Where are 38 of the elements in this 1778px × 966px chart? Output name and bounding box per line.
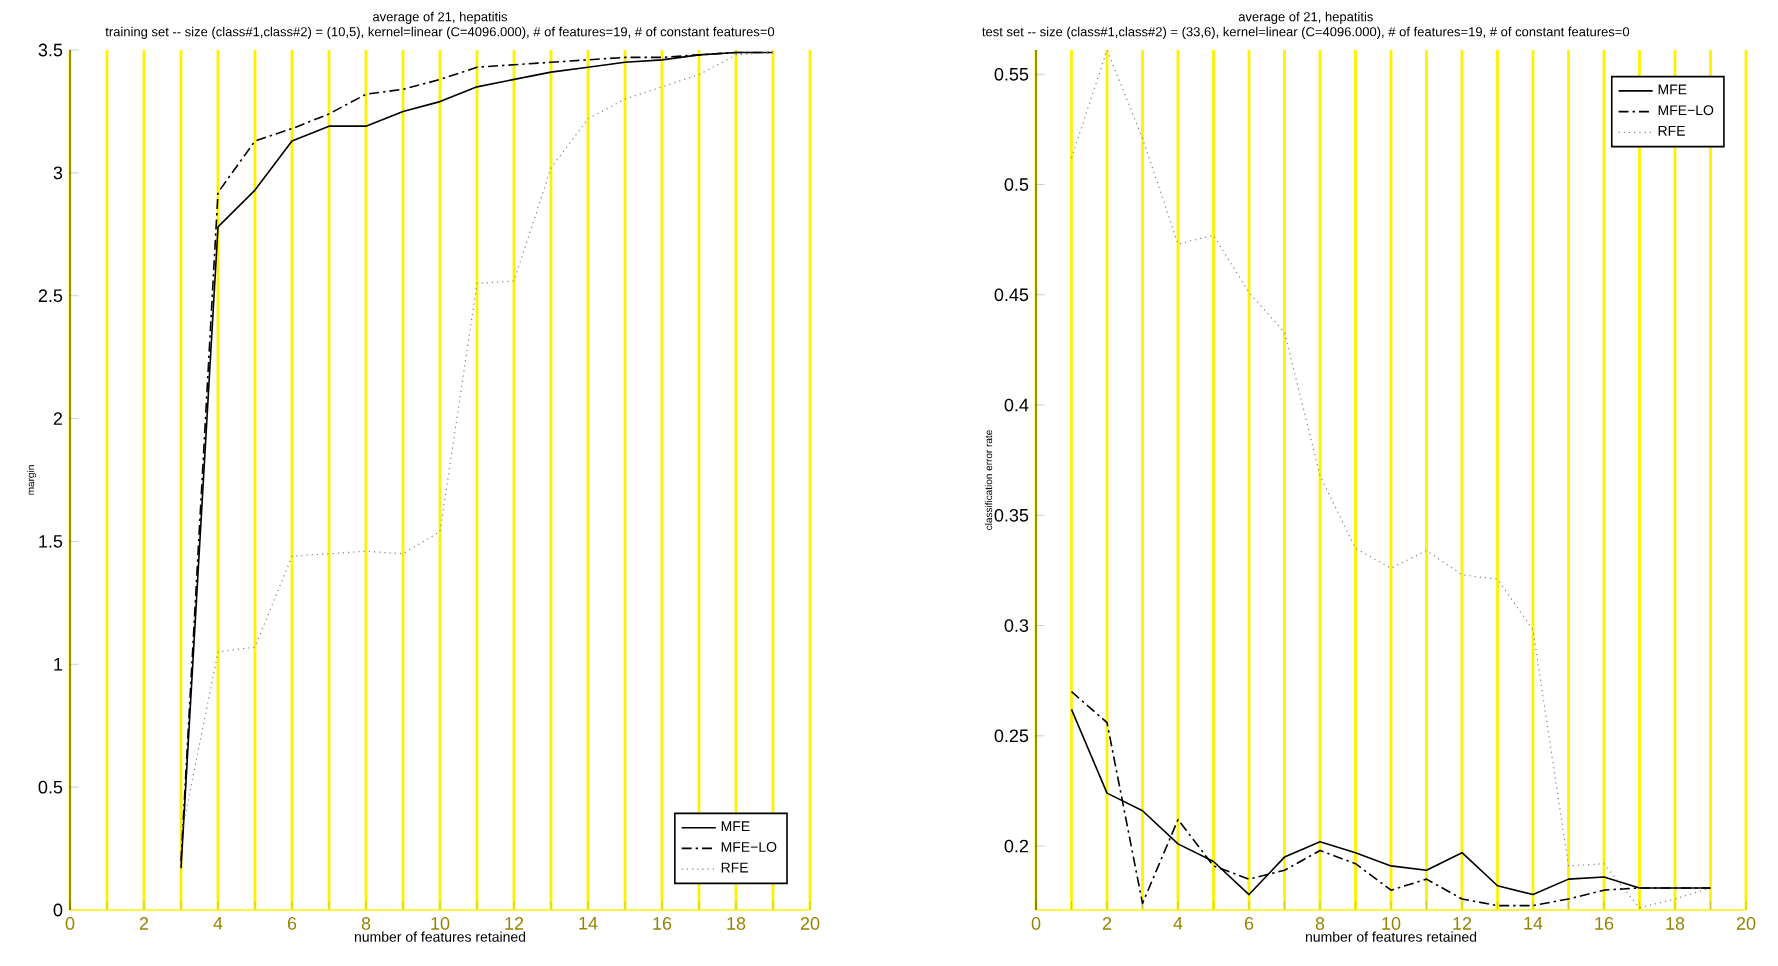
x-tick-label: 14 <box>1524 917 1543 930</box>
x-tick-label: 20 <box>800 917 820 930</box>
x-tick-label: 0 <box>1031 917 1041 930</box>
x-tick-label: 10 <box>431 917 450 930</box>
x-tick-label: 18 <box>727 917 746 930</box>
x-tick-label: 16 <box>1595 917 1614 930</box>
x-tick-label: 0 <box>65 917 75 930</box>
x-tick-label: 20 <box>1736 917 1756 930</box>
x-tick-label: 16 <box>653 917 672 930</box>
y-tick-label: 1 <box>54 658 63 671</box>
y-tick-label: 3.5 <box>38 43 63 57</box>
x-tick-label: 14 <box>579 917 598 930</box>
x-tick-label: 8 <box>361 917 371 930</box>
y-tick-label: 2 <box>53 412 63 425</box>
y-tick-label: 0.2 <box>1004 839 1029 853</box>
y-tick-label: 0.35 <box>994 508 1029 522</box>
y-tick-label: 0.55 <box>994 67 1029 81</box>
x-tick-label: 4 <box>213 917 223 930</box>
x-tick-label: 12 <box>1453 917 1472 930</box>
y-tick-label: 0.5 <box>1004 178 1029 191</box>
x-tick-label: 6 <box>287 917 297 930</box>
y-tick-label: 0.4 <box>1004 398 1029 412</box>
y-tick-label: 0.25 <box>994 729 1029 743</box>
y-tick-label: 0.3 <box>1004 619 1029 632</box>
x-tick-label: 2 <box>139 917 149 930</box>
y-tick-label: 1.5 <box>39 535 63 548</box>
y-tick-label: 2.5 <box>38 289 63 303</box>
x-tick-label: 10 <box>1382 917 1401 930</box>
x-tick-label: 6 <box>1244 917 1254 930</box>
x-tick-label: 8 <box>1315 917 1325 930</box>
y-tick-label: 0.45 <box>994 288 1029 302</box>
y-tick-label: 0 <box>53 903 63 917</box>
x-tick-label: 4 <box>1173 917 1183 930</box>
x-tick-label: 2 <box>1102 917 1112 930</box>
x-tick-label: 12 <box>505 917 524 930</box>
y-tick-label: 0.5 <box>38 780 63 794</box>
y-tick-label: 3 <box>53 166 63 180</box>
x-tick-label: 18 <box>1666 917 1685 930</box>
